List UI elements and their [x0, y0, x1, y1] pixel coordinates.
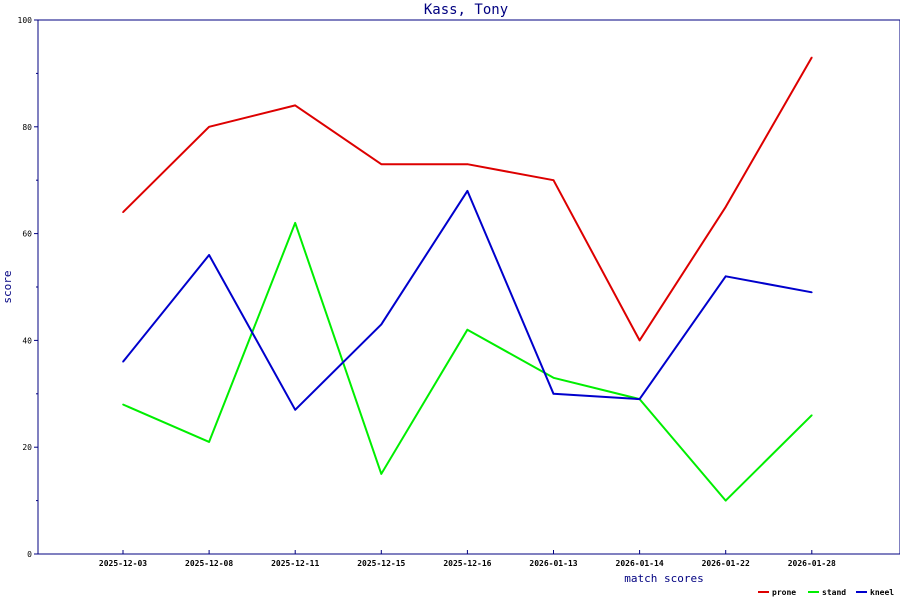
y-axis-label: score	[1, 270, 14, 303]
legend: prone stand kneel	[758, 588, 894, 597]
data-point-prone	[466, 163, 469, 165]
data-point-kneel	[208, 254, 210, 256]
x-tick-label: 2026-01-13	[529, 559, 577, 568]
data-point-stand	[811, 414, 813, 416]
data-point-kneel	[552, 393, 555, 395]
x-tick-label: 2026-01-14	[616, 559, 664, 568]
data-point-kneel	[380, 323, 383, 326]
x-tick-label: 2026-01-28	[788, 559, 836, 568]
chart-title: Kass, Tony	[424, 2, 508, 18]
x-axis: 2025-12-03 2025-12-08 2025-12-11 2025-12-15…	[99, 550, 836, 568]
x-tick-label: 2025-12-11	[271, 559, 319, 568]
series-line-stand	[122, 221, 813, 502]
x-tick-label: 2025-12-08	[185, 559, 233, 568]
data-point-kneel	[811, 291, 813, 294]
series-lines	[122, 56, 813, 502]
x-tick-label: 2025-12-03	[99, 559, 147, 568]
data-point-kneel	[724, 275, 727, 278]
y-tick-label: 60	[22, 230, 32, 239]
data-point-prone	[294, 104, 297, 107]
data-point-stand	[380, 473, 383, 475]
data-point-prone	[208, 126, 210, 128]
y-tick-label: 80	[22, 123, 32, 132]
legend-label-stand: stand	[822, 588, 846, 597]
x-tick-label: 2026-01-22	[702, 559, 750, 568]
plot-frame	[37, 19, 900, 555]
data-point-kneel	[638, 398, 641, 400]
data-point-prone	[724, 206, 727, 208]
legend-label-prone: prone	[772, 588, 796, 597]
data-point-prone	[811, 56, 813, 59]
y-axis: 0 20 40 60 80 100	[18, 16, 38, 559]
data-point-prone	[122, 211, 124, 214]
series-line-prone	[122, 56, 813, 342]
data-point-kneel	[294, 409, 297, 411]
data-point-kneel	[122, 360, 124, 363]
data-point-stand	[208, 441, 210, 443]
data-point-prone	[380, 163, 383, 165]
x-axis-label: match scores	[624, 572, 703, 585]
data-point-stand	[122, 403, 124, 406]
data-point-kneel	[466, 190, 469, 192]
data-point-stand	[724, 499, 727, 502]
y-tick-label: 20	[22, 443, 32, 452]
data-point-prone	[552, 179, 555, 181]
data-point-prone	[638, 339, 641, 342]
legend-label-kneel: kneel	[870, 588, 894, 597]
data-point-stand	[552, 376, 555, 379]
series-line-kneel	[122, 189, 812, 411]
x-tick-label: 2025-12-16	[443, 559, 491, 568]
x-tick-label: 2025-12-15	[357, 559, 405, 568]
y-tick-label: 40	[22, 336, 32, 345]
data-point-stand	[466, 328, 469, 331]
data-point-stand	[294, 222, 297, 224]
y-tick-label: 0	[27, 550, 32, 559]
y-tick-label: 100	[18, 16, 33, 25]
